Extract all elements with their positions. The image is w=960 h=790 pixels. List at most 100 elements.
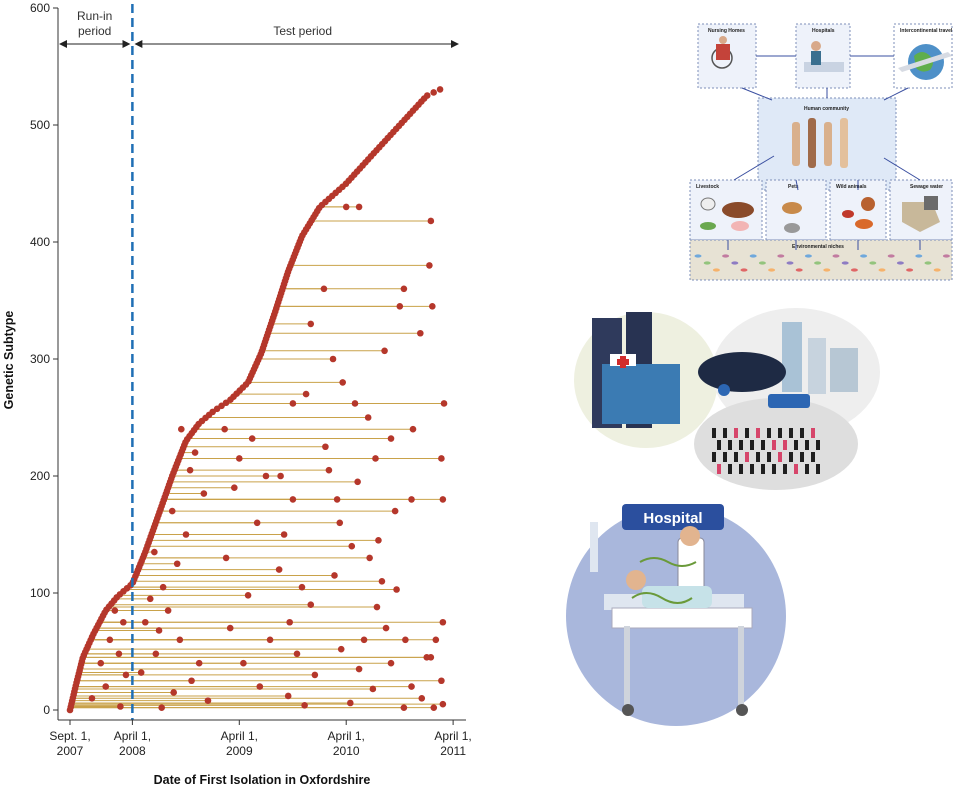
later-isolation-point: [164, 607, 172, 614]
first-isolation-point: [430, 89, 437, 96]
person-icon: [723, 452, 727, 462]
trees: [698, 352, 786, 392]
later-isolation-point: [151, 548, 158, 556]
later-isolation-point: [402, 636, 409, 644]
later-isolation-point: [277, 472, 284, 480]
patient-body: [642, 586, 712, 608]
person-icon: [794, 440, 798, 450]
person-icon: [794, 464, 798, 474]
person-icon: [816, 464, 820, 474]
bacterium-icon: [823, 268, 831, 272]
person-icon: [811, 428, 815, 438]
tower-light-3: [830, 348, 858, 392]
transmission-reservoir-diagram: Nursing Homes Hospitals Intercontinental…: [688, 18, 956, 282]
hospital-sign: [622, 504, 724, 530]
later-isolation-point: [307, 601, 315, 608]
red-cross-icon: [617, 356, 629, 368]
later-isolation-point: [253, 519, 261, 527]
wild-animals-label: Wild animals: [836, 184, 867, 190]
bacterium-icon: [731, 261, 739, 265]
bacterium-icon: [786, 261, 794, 265]
doctor-head: [680, 526, 700, 546]
later-isolation-point: [351, 400, 359, 407]
later-isolation-point: [331, 572, 338, 579]
livestock-label: Livestock: [696, 184, 719, 190]
y-tick-label: 100: [30, 586, 50, 600]
later-isolation-point: [221, 425, 228, 433]
bacterium-icon: [869, 261, 877, 265]
x-tick-label: Sept. 1,: [49, 729, 90, 743]
tower-light: [782, 322, 802, 392]
later-isolation-point: [375, 537, 382, 544]
bed-wheel-right: [736, 704, 748, 716]
bacterium-icon: [722, 254, 730, 258]
later-isolation-point: [372, 455, 379, 462]
bacteria-icons: [694, 254, 950, 272]
bacterium-icon: [924, 261, 932, 265]
person-icon: [778, 452, 782, 462]
person-icon: [756, 452, 760, 462]
germ-trail-icon: [639, 557, 697, 567]
community-hospital-illustration: [574, 308, 880, 490]
later-isolation-point: [115, 650, 123, 658]
later-isolation-point: [200, 490, 208, 497]
later-isolation-point: [342, 203, 350, 211]
person-icon: [712, 452, 716, 462]
globe-airplane-icon: [898, 44, 952, 80]
person-icon: [712, 428, 716, 438]
nursing-homes-label: Nursing Homes: [708, 28, 745, 34]
later-isolation-point: [168, 507, 176, 515]
later-isolation-point: [430, 704, 438, 711]
later-isolation-point: [231, 484, 238, 492]
later-isolation-point: [438, 677, 445, 685]
later-isolation-point: [286, 618, 293, 626]
subtype-persistence-lines: [70, 206, 445, 709]
test-period-label: Test period: [273, 24, 332, 38]
later-isolation-point: [146, 595, 154, 603]
crowd-icons: [712, 428, 820, 474]
person-icon: [739, 440, 743, 450]
later-isolation-point: [320, 285, 328, 293]
x-tick-label: 2009: [226, 744, 253, 758]
later-isolation-point: [266, 636, 274, 644]
later-isolation-point: [262, 472, 270, 480]
animal-icons: [700, 196, 940, 233]
travel-label: Intercontinental travel: [900, 28, 953, 34]
later-isolation-point: [322, 443, 329, 451]
later-isolation-point: [178, 425, 185, 433]
person-icon: [750, 440, 754, 450]
person-icon: [783, 440, 787, 450]
person-icon: [783, 464, 787, 474]
person-icon: [734, 428, 738, 438]
later-isolation-point: [186, 466, 194, 474]
later-isolation-point: [336, 519, 344, 527]
later-isolation-point: [240, 659, 247, 667]
later-isolation-point: [293, 650, 301, 658]
later-isolation-point: [120, 618, 127, 626]
connector-arrows: [727, 55, 921, 250]
bacterium-icon: [749, 254, 757, 258]
later-isolation-point: [102, 683, 110, 690]
later-isolation-point: [170, 689, 177, 696]
run-in-label: Run-in: [77, 9, 112, 23]
bacterium-icon: [758, 261, 766, 265]
later-isolation-point: [195, 659, 203, 667]
later-isolation-point: [439, 618, 447, 626]
person-icon: [789, 452, 793, 462]
later-isolation-point: [396, 303, 404, 310]
later-isolation-point: [106, 636, 114, 644]
x-tick-label: 2008: [119, 744, 146, 758]
later-isolation-point: [366, 554, 373, 562]
nursing-home-icon: [711, 36, 733, 69]
later-isolation-point: [387, 659, 395, 667]
y-tick-label: 0: [43, 703, 50, 717]
later-isolation-point: [176, 636, 184, 644]
later-isolation-point: [111, 607, 119, 614]
person-icon: [739, 464, 743, 474]
later-isolation-point: [381, 347, 388, 355]
bacterium-icon: [841, 261, 849, 265]
bacterium-icon: [850, 268, 858, 272]
